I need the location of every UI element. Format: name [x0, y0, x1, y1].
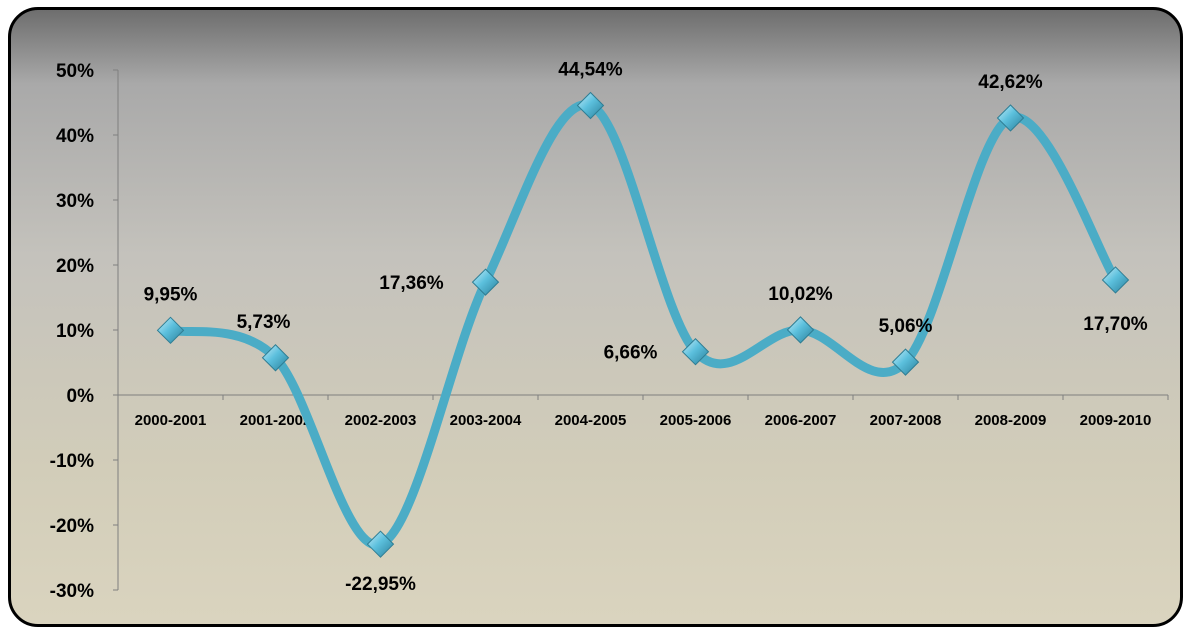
- data-label: -22,95%: [345, 574, 416, 595]
- data-label: 10,02%: [768, 284, 833, 305]
- y-tick-label: 20%: [56, 256, 94, 277]
- data-label: 9,95%: [144, 284, 198, 305]
- data-point-marker: [471, 268, 500, 296]
- y-tick-label: 30%: [56, 191, 94, 212]
- data-point-marker: [681, 338, 710, 366]
- data-label: 5,73%: [237, 312, 291, 333]
- x-tick-label: 2006-2007: [765, 412, 837, 429]
- y-tick-label: -30%: [50, 581, 94, 602]
- x-tick-label: 2000-2001: [135, 412, 207, 429]
- x-tick-label: 2009-2010: [1080, 412, 1152, 429]
- series-line: [166, 100, 1120, 550]
- data-point-marker: [891, 348, 920, 376]
- x-tick-label: 2002-2003: [345, 412, 417, 429]
- y-tick-label: -10%: [50, 451, 94, 472]
- y-tick-label: -20%: [50, 516, 94, 537]
- y-tick-label: 50%: [56, 61, 94, 82]
- data-point-marker: [366, 530, 395, 558]
- x-tick-label: 2005-2006: [660, 412, 732, 429]
- data-point-marker: [261, 344, 290, 372]
- data-label: 17,36%: [379, 273, 444, 294]
- x-tick-label: 2007-2008: [870, 412, 942, 429]
- y-tick-label: 10%: [56, 321, 94, 342]
- x-tick-label: 2003-2004: [450, 412, 522, 429]
- data-label: 17,70%: [1083, 314, 1148, 335]
- x-tick-label: 2008-2009: [975, 412, 1047, 429]
- x-tick-label: 2001-2002: [240, 412, 312, 429]
- y-tick-label: 40%: [56, 126, 94, 147]
- data-point-marker: [786, 316, 815, 344]
- data-point-marker: [996, 104, 1025, 132]
- data-point-marker: [1101, 266, 1130, 294]
- data-label: 42,62%: [978, 72, 1043, 93]
- y-tick-label: 0%: [67, 386, 95, 407]
- data-point-marker: [156, 316, 185, 345]
- data-label: 44,54%: [558, 59, 623, 80]
- data-label: 5,06%: [879, 316, 933, 337]
- data-label: 6,66%: [604, 343, 658, 364]
- data-point-marker: [576, 91, 605, 120]
- x-tick-label: 2004-2005: [555, 412, 627, 429]
